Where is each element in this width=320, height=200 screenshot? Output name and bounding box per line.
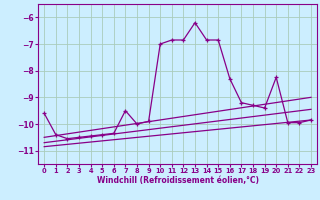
X-axis label: Windchill (Refroidissement éolien,°C): Windchill (Refroidissement éolien,°C) (97, 176, 259, 185)
